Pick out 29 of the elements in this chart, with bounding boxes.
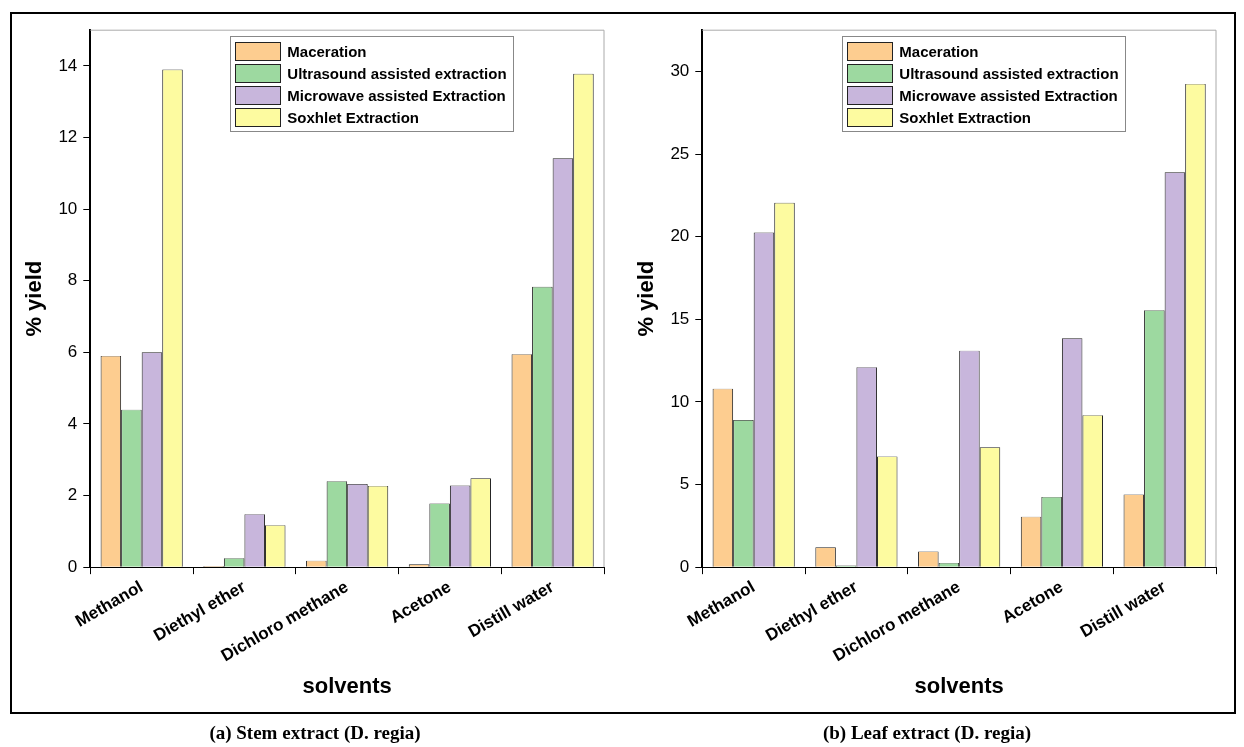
legend-label: Microwave assisted Extraction (899, 86, 1118, 104)
legend-label: Maceration (287, 42, 367, 60)
legend-label: Soxhlet Extraction (287, 108, 420, 126)
legend-label: Microwave assisted Extraction (287, 86, 506, 104)
y-tick-label: 8 (67, 270, 78, 290)
y-tick-label: 10 (58, 198, 78, 218)
y-tick-label: 12 (58, 127, 78, 147)
y-tick-label: 5 (679, 474, 690, 494)
y-axis-title: % yield (21, 260, 47, 337)
y-tick-label: 10 (670, 391, 690, 411)
y-tick-label: 20 (670, 226, 690, 246)
x-axis-title: solvents (302, 672, 392, 698)
y-tick-label: 6 (67, 342, 78, 362)
text: (b) Leaf extract (D. regia) (821, 722, 1032, 744)
legend-label: Ultrasound assisted extraction (899, 64, 1119, 82)
y-axis-title: % yield (633, 260, 659, 337)
y-tick-label: 14 (58, 55, 78, 75)
legend-label: Maceration (899, 42, 979, 60)
y-tick-label: 15 (670, 309, 690, 329)
y-tick-label: 0 (679, 556, 690, 576)
legend-label: Soxhlet Extraction (899, 108, 1032, 126)
y-tick-label: 30 (670, 61, 690, 81)
text: (a) Stem extract (D. regia) (208, 722, 422, 744)
y-tick-label: 25 (670, 143, 690, 163)
x-axis-title: solvents (914, 672, 1004, 698)
y-tick-label: 2 (67, 485, 78, 505)
legend-label: Ultrasound assisted extraction (287, 64, 507, 82)
y-tick-label: 0 (67, 556, 78, 576)
y-tick-label: 4 (67, 413, 78, 433)
